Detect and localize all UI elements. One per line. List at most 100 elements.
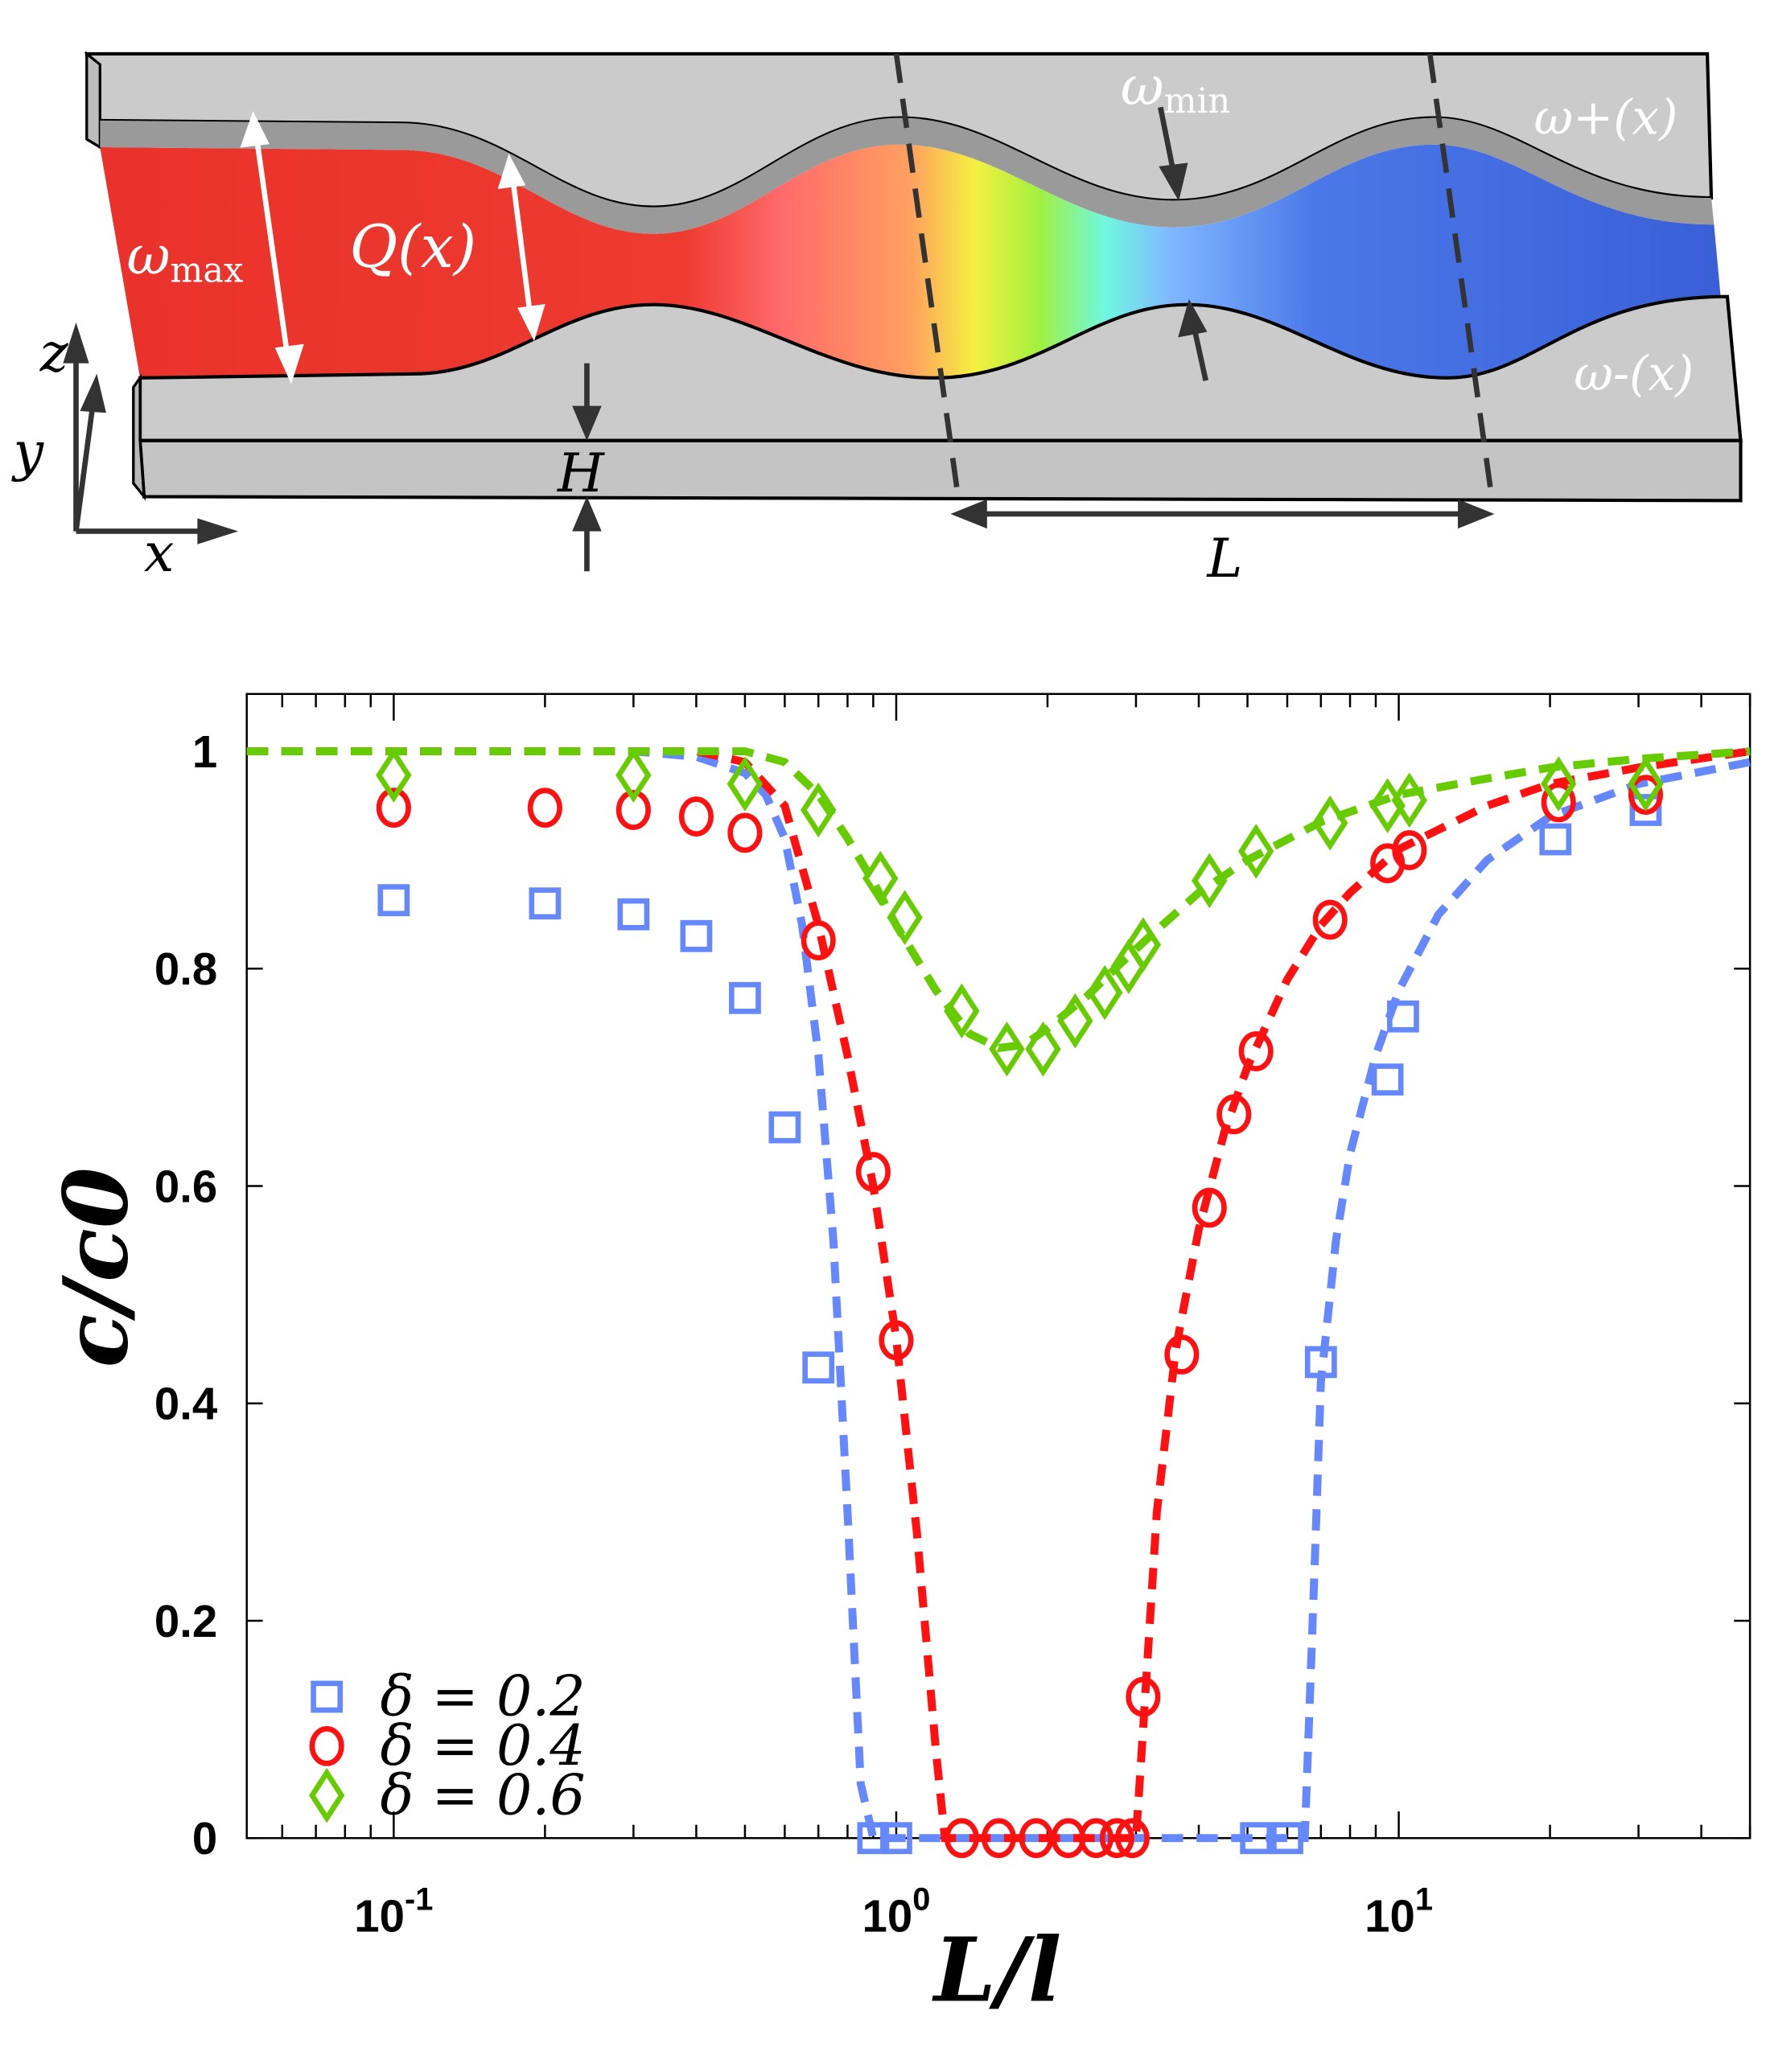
circle-marker — [1312, 899, 1348, 940]
x-tick-exponent: 1 — [1415, 1882, 1433, 1918]
diamond-marker — [1541, 756, 1577, 812]
legend-label: δ = 0.6 — [380, 1762, 585, 1827]
axis-z-label: z — [39, 322, 69, 384]
circle-marker — [1114, 1818, 1150, 1859]
circle-marker — [1628, 775, 1664, 815]
diamond-marker — [862, 850, 899, 906]
circle-marker — [1126, 1676, 1161, 1717]
circle-marker — [727, 812, 763, 853]
circle-marker — [309, 1725, 344, 1766]
square-marker — [1629, 794, 1662, 826]
diamond-marker — [376, 747, 412, 804]
x-tick-exponent: -1 — [405, 1882, 433, 1918]
square-marker — [1387, 1000, 1419, 1033]
y-tick-label: 0.4 — [154, 1379, 218, 1429]
diamond-marker — [944, 983, 980, 1039]
square-marker — [1371, 1063, 1404, 1096]
omega-plus-label: ω+(x) — [1534, 90, 1678, 146]
x-tick-labels: 10-1 100 101 — [354, 1882, 1433, 1942]
circle-marker — [944, 1818, 979, 1859]
y-tick-label: 0.2 — [154, 1596, 217, 1646]
diamond-marker — [1057, 993, 1093, 1049]
circle-marker — [855, 1152, 891, 1192]
circle-marker — [1164, 1334, 1200, 1375]
q-label: Q(x) — [349, 213, 476, 282]
square-marker — [1271, 1822, 1303, 1855]
diamond-marker — [1125, 917, 1162, 972]
square-marker — [617, 898, 650, 931]
model-curve — [246, 747, 1751, 1843]
omega-min-arrow — [1158, 106, 1177, 175]
circle-marker — [1192, 1187, 1227, 1228]
circle-marker — [678, 796, 714, 837]
channel-diagram: ωmax Q(x) ωmin ω+(x) ω-(x) H L x y z — [11, 51, 1743, 590]
chart: 00.20.40.60.81 10-1 100 101 c/c0 L/l δ = 0… — [43, 693, 1751, 2021]
diamond-marker — [989, 1021, 1025, 1077]
data-markers — [376, 747, 1664, 1859]
x-tick-label: 10-1 — [354, 1882, 433, 1942]
x-tick-exponent: 0 — [912, 1882, 930, 1918]
circle-marker — [1078, 1818, 1114, 1859]
diamond-marker — [615, 747, 652, 804]
y-axis-label: c/c0 — [43, 1167, 147, 1367]
lower-wall-front — [138, 438, 1743, 503]
circle-marker — [879, 1320, 914, 1361]
omega-min-label: ωmin — [1121, 55, 1230, 121]
diamond-marker — [1391, 772, 1427, 828]
x-tick-base: 10 — [354, 1890, 405, 1941]
y-tick-labels: 0 0.2 0.4 0.6 0.8 1 — [154, 726, 218, 1864]
axis-y-arrow — [73, 400, 97, 532]
square-marker — [311, 1680, 344, 1713]
circle-marker — [1541, 782, 1576, 823]
x-axis-label: L/l — [932, 1918, 1061, 2021]
square-marker — [1240, 1822, 1273, 1855]
legend-label: δ = 0.4 — [380, 1713, 585, 1778]
circle-marker — [1216, 1094, 1252, 1135]
square-marker — [1539, 823, 1572, 856]
circle-marker — [615, 790, 651, 830]
diamond-marker — [887, 890, 923, 946]
y-tick-label: 0.6 — [154, 1161, 217, 1211]
x-tick-base: 10 — [1365, 1890, 1415, 1941]
circle-marker — [801, 920, 836, 961]
square-marker — [529, 887, 562, 920]
square-marker — [768, 1111, 801, 1144]
omega-min-arrow — [1191, 325, 1208, 381]
square-marker — [1304, 1346, 1337, 1379]
legend: δ = 0.2δ = 0.4δ = 0.6 — [308, 1664, 586, 1827]
circle-marker — [376, 787, 411, 828]
axis-y-label: y — [11, 420, 45, 483]
circle-marker — [981, 1818, 1017, 1859]
lower-wall — [138, 294, 1743, 442]
diamond-marker — [801, 782, 837, 838]
diamond-marker — [308, 1767, 345, 1823]
axis-ticks — [246, 693, 1751, 1840]
diamond-marker — [1192, 853, 1228, 909]
upper-wall-side — [85, 51, 101, 150]
y-tick-label: 0.8 — [154, 944, 217, 994]
square-marker — [857, 1822, 890, 1855]
x-tick-label: 101 — [1365, 1882, 1433, 1942]
legend-label: δ = 0.2 — [380, 1664, 585, 1729]
omega-max-arrow — [253, 133, 291, 361]
diamond-marker — [727, 756, 764, 812]
model-curve — [246, 747, 1751, 1843]
circle-marker — [527, 787, 562, 828]
circle-marker — [1099, 1818, 1134, 1859]
circle-marker — [1238, 1031, 1274, 1071]
y-tick-label: 1 — [192, 726, 217, 777]
l-label: L — [1206, 527, 1242, 590]
diamond-marker — [1312, 795, 1348, 851]
diamond-marker — [1086, 964, 1123, 1021]
period-line — [893, 53, 961, 495]
diamond-marker — [1237, 824, 1274, 879]
circle-marker — [1392, 830, 1427, 870]
diamond-marker — [1628, 756, 1664, 812]
y-tick-label: 0 — [192, 1813, 217, 1864]
lower-wall-side — [132, 373, 146, 501]
fluid-region — [100, 144, 1721, 378]
square-marker — [880, 1822, 912, 1855]
square-marker — [680, 919, 713, 952]
